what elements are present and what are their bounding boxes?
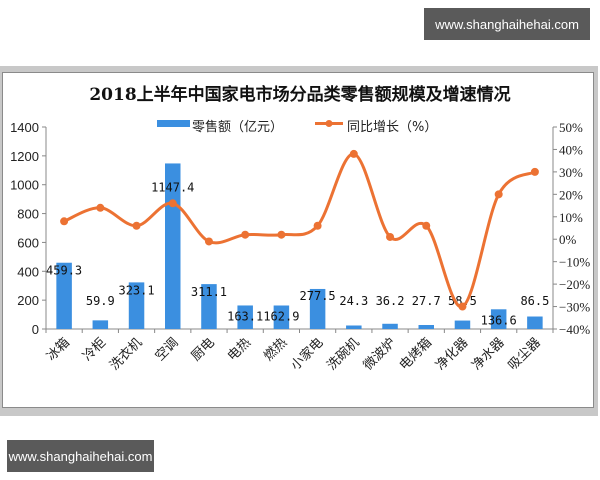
line-marker [60,217,69,226]
left-axis-tick-label: 200 [17,293,39,308]
legend-line-label: 同比增长（%） [347,120,437,135]
line-marker [168,199,177,208]
right-axis-tick-label: −20% [559,277,590,292]
bar-value-label: 36.2 [376,294,405,308]
category-label: 厨电 [189,335,218,364]
watermark-badge-bottom: www.shanghaihehai.com [7,440,154,472]
bar [382,323,398,329]
category-label: 洗衣机 [106,335,145,374]
left-axis-tick-label: 400 [17,264,39,279]
right-axis-tick-label: 40% [559,142,583,157]
bar [454,320,471,329]
right-axis-tick-label: 10% [559,210,583,225]
bar-value-label: 323.1 [118,283,154,297]
bar-value-label: 136.6 [481,313,517,327]
line-marker [530,167,539,176]
watermark-text: www.shanghaihehai.com [8,448,153,464]
line-marker [96,203,105,212]
category-label: 冷柜 [80,335,109,364]
left-y-axis: 0 200 400 600 800 1000 1200 1400 [10,120,47,337]
right-axis-tick-label: −30% [559,300,590,315]
chart-frame [0,66,598,416]
legend-bar-label: 零售额（亿元） [192,119,283,135]
bar-value-label: 24.3 [339,294,368,308]
category-label: 洗碗机 [324,335,363,374]
bar-value-label: 1147.4 [151,180,194,194]
right-axis-tick-label: 50% [559,120,583,135]
x-axis [45,328,554,333]
bar-value-label: 163.1 [227,309,263,323]
category-label: 空调 [153,335,182,364]
chart-title: 2018上半年中国家电市场分品类零售额规模及增速情况 [89,84,510,105]
bar-value-label: 86.5 [520,294,549,308]
legend-line-marker [325,120,333,127]
chart-area [2,72,594,408]
bar [56,262,72,329]
watermark-badge-top: www.shanghaihehai.com [424,8,590,40]
right-axis-tick-label: 20% [559,187,583,202]
legend-bar-swatch [157,120,190,127]
category-label: 吸尘器 [506,335,544,373]
category-label: 电烤箱 [396,335,435,374]
bar [309,288,326,329]
bar [201,284,217,329]
watermark-text: www.shanghaihehai.com [435,16,579,32]
line-marker [132,221,141,230]
left-axis-tick-label: 1400 [10,120,39,135]
line-marker [241,230,250,239]
bar [527,316,543,329]
left-axis-tick-label: 800 [17,207,39,222]
bar-value-label: 27.7 [412,294,441,308]
bar-value-label: 311.1 [191,285,227,299]
left-axis-tick-label: 1200 [10,149,39,164]
category-label: 净化器 [433,335,471,373]
bar [92,320,109,329]
category-label: 冰箱 [43,335,73,365]
left-axis-tick-label: 1000 [10,178,39,193]
line-marker [349,149,358,158]
right-axis-tick-label: −10% [559,255,590,270]
line-marker [422,221,431,230]
right-y-axis: −40% −30% −20% −10% 0% 10% 20% 30% 40% 50% [552,120,590,337]
category-label: 微波炉 [361,335,399,373]
line-series [60,149,539,311]
bar [490,309,507,329]
bar [237,305,253,329]
legend: 零售额（亿元） 同比增长（%） [157,119,437,135]
line-marker [204,237,213,246]
line-marker [458,302,467,311]
bar [418,325,434,329]
bar-value-label: 277.5 [300,289,336,303]
bar [346,325,362,329]
line-marker [386,232,395,241]
line-marker [313,221,322,230]
bar [128,282,145,329]
right-axis-tick-label: 30% [559,165,583,180]
bar-value-label: 162.9 [263,309,299,323]
right-axis-tick-label: −40% [559,322,590,337]
category-label: 电热 [225,335,254,364]
category-label: 小家电 [288,335,327,374]
category-label: 燃热 [261,335,291,365]
right-axis-tick-label: 0% [559,232,577,247]
left-axis-tick-label: 0 [32,322,39,337]
category-label: 净水器 [469,335,507,373]
line-marker [494,190,503,199]
left-axis-tick-label: 600 [17,235,39,250]
bar-value-label: 59.9 [86,294,115,308]
bar [273,305,290,329]
line-marker [277,230,286,239]
bar-value-label: 459.3 [46,264,82,278]
